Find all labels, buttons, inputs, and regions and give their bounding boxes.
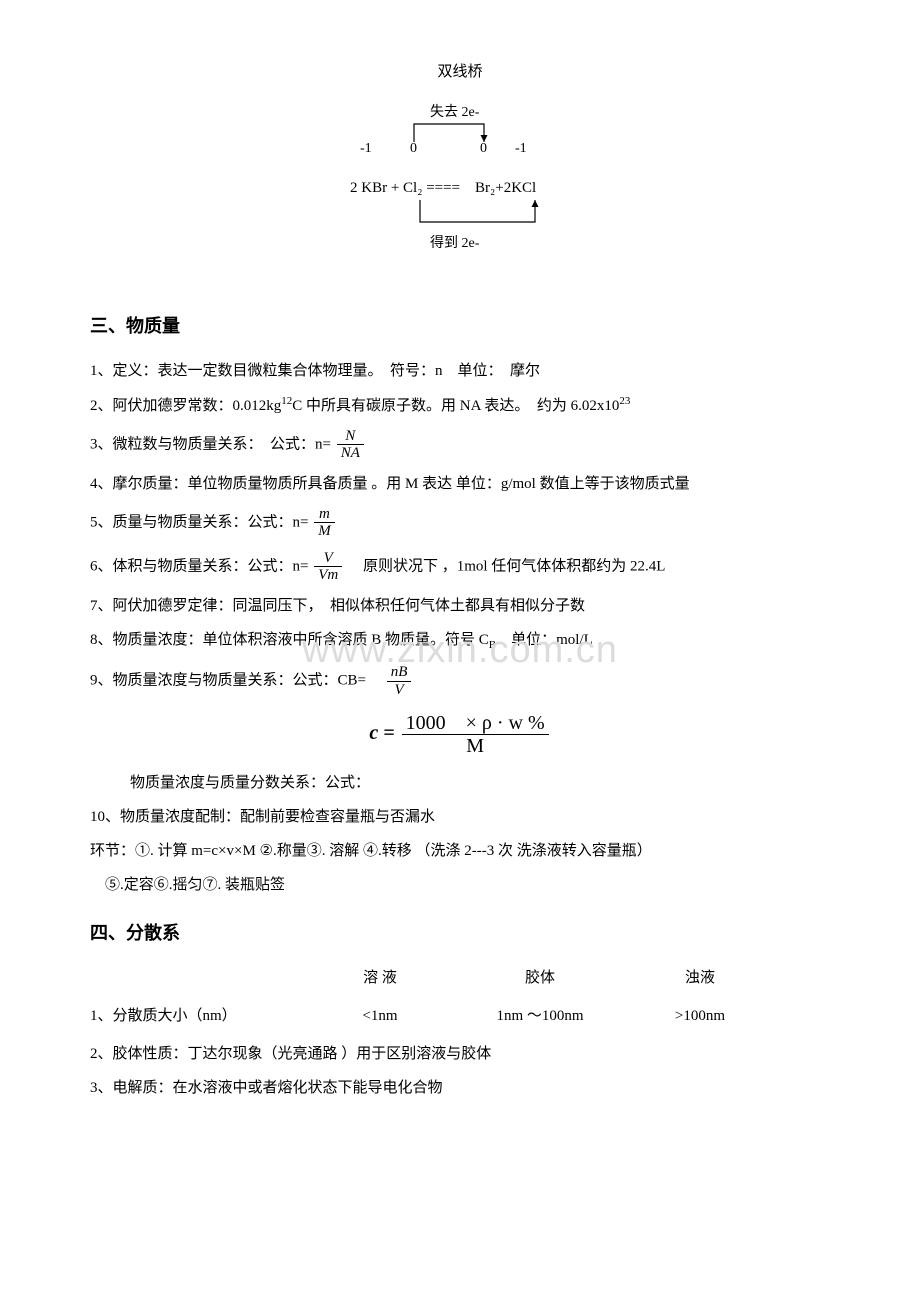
r1-c3: 1nm ～100nm (450, 1004, 630, 1028)
s3-p9-text: 9、物质量浓度与物质量关系：公式：CB= (90, 673, 381, 689)
s3-p8a: 8、物质量浓度：单位体积溶液中所含溶质 B 物质量。符号 C (90, 632, 489, 648)
s3-p9: 9、物质量浓度与物质量关系：公式：CB= nB V (90, 664, 830, 698)
s3-p4: 4、摩尔质量：单位物质量物质所具备质量 。用 M 表达 单位：g/mol 数值上… (90, 472, 830, 496)
frac9-den: V (387, 682, 412, 699)
s3-p10: 10、物质量浓度配制：配制前要检查容量瓶与否漏水 (90, 805, 830, 829)
section3-heading: 三、物质量 (90, 312, 830, 341)
formula-lhs: c = (369, 722, 399, 744)
s3-p7: 7、阿伏加德罗定律：同温同压下， 相似体积任何气体土都具有相似分子数 (90, 594, 830, 618)
diagram-title: 双线桥 (90, 60, 830, 84)
bottom-bracket (420, 200, 535, 222)
bridge-diagram-svg: 失去 2e- -1 0 0 -1 2 KBr + Cl₂ ==== Br₂+2K… (310, 102, 610, 282)
formula-big: c = 1000 × ρ · w % M (90, 712, 830, 757)
bridge-diagram: 双线桥 失去 2e- -1 0 0 -1 2 KBr + Cl₂ ==== Br… (90, 60, 830, 282)
s3-massfrac: 物质量浓度与质量分数关系：公式： (90, 771, 830, 795)
s3-p6b: 原则状况下 ，1mol 任何气体体积都约为 22.4L (348, 558, 666, 574)
frac5-num: m (314, 506, 335, 524)
frac6: V Vm (314, 550, 342, 584)
top-label: 失去 2e- (430, 104, 480, 120)
s3-p8: 8、物质量浓度：单位体积溶液中所含溶质 B 物质量。符号 CB 单位：mol/L (90, 628, 830, 655)
hdr-c3: 胶体 (450, 966, 630, 990)
hdr-c2: 溶 液 (310, 966, 450, 990)
s4-p3: 3、电解质：在水溶液中或者熔化状态下能导电化合物 (90, 1076, 830, 1100)
dispersion-row1: 1、分散质大小（nm） <1nm 1nm ～100nm >100nm (90, 1004, 830, 1028)
s3-p2b: C 中所具有碳原子数。用 NA 表达。 约为 6.02x10 (292, 398, 619, 414)
s3-p2a: 2、阿伏加德罗常数：0.012kg (90, 398, 281, 414)
s3-p2-sup: 12 (281, 395, 292, 407)
r1-c4: >100nm (630, 1004, 770, 1028)
s3-p3-text: 3、微粒数与物质量关系： 公式：n= (90, 436, 331, 452)
s3-p5: 5、质量与物质量关系：公式：n= m M (90, 506, 830, 540)
ox-right2: -1 (515, 141, 527, 156)
s3-p2-sup2: 23 (619, 395, 630, 407)
s3-p2: 2、阿伏加德罗常数：0.012kg12C 中所具有碳原子数。用 NA 表达。 约… (90, 393, 830, 418)
frac9: nB V (387, 664, 412, 698)
s3-p6: 6、体积与物质量关系：公式：n= V Vm 原则状况下 ，1mol 任何气体体积… (90, 550, 830, 584)
s3-p1: 1、定义：表达一定数目微粒集合体物理量。 符号：n 单位： 摩尔 (90, 359, 830, 383)
ox-left1: -1 (360, 141, 372, 156)
s4-p2: 2、胶体性质：丁达尔现象（光亮通路 ）用于区别溶液与胶体 (90, 1042, 830, 1066)
section4-heading: 四、分散系 (90, 919, 830, 948)
frac6-den: Vm (314, 567, 342, 584)
r1-c1: 1、分散质大小（nm） (90, 1004, 310, 1028)
s3-p5-text: 5、质量与物质量关系：公式：n= (90, 514, 308, 530)
hdr-c4: 浊液 (630, 966, 770, 990)
frac3: N NA (337, 428, 364, 462)
ox-right1: 0 (480, 141, 487, 156)
s3-p8-sub: B (489, 639, 496, 651)
frac5: m M (314, 506, 335, 540)
dispersion-header: 溶 液 胶体 浊液 (90, 966, 830, 990)
r1-c2: <1nm (310, 1004, 450, 1028)
s3-steps2: ⑤.定容⑥.摇匀⑦. 装瓶贴签 (90, 873, 830, 897)
formula-den: M (402, 735, 549, 757)
frac5-den: M (314, 523, 335, 540)
frac3-num: N (337, 428, 364, 446)
formula-frac: 1000 × ρ · w % M (402, 712, 549, 757)
formula-num: 1000 × ρ · w % (402, 712, 549, 735)
ox-left2: 0 (410, 141, 417, 156)
s3-p3: 3、微粒数与物质量关系： 公式：n= N NA (90, 428, 830, 462)
equation-text: 2 KBr + Cl₂ ==== Br₂+2KCl (350, 180, 536, 196)
s3-p8b: 单位：mol/L (496, 632, 593, 648)
frac6-num: V (314, 550, 342, 568)
hdr-c1 (90, 966, 310, 990)
frac9-num: nB (387, 664, 412, 682)
s3-steps1: 环节：①. 计算 m=c×v×M ②.称量③. 溶解 ④.转移 （洗涤 2---… (90, 839, 830, 863)
top-bracket (414, 124, 484, 142)
s3-p6a: 6、体积与物质量关系：公式：n= (90, 558, 308, 574)
frac3-den: NA (337, 445, 364, 462)
bottom-label: 得到 2e- (430, 234, 480, 251)
